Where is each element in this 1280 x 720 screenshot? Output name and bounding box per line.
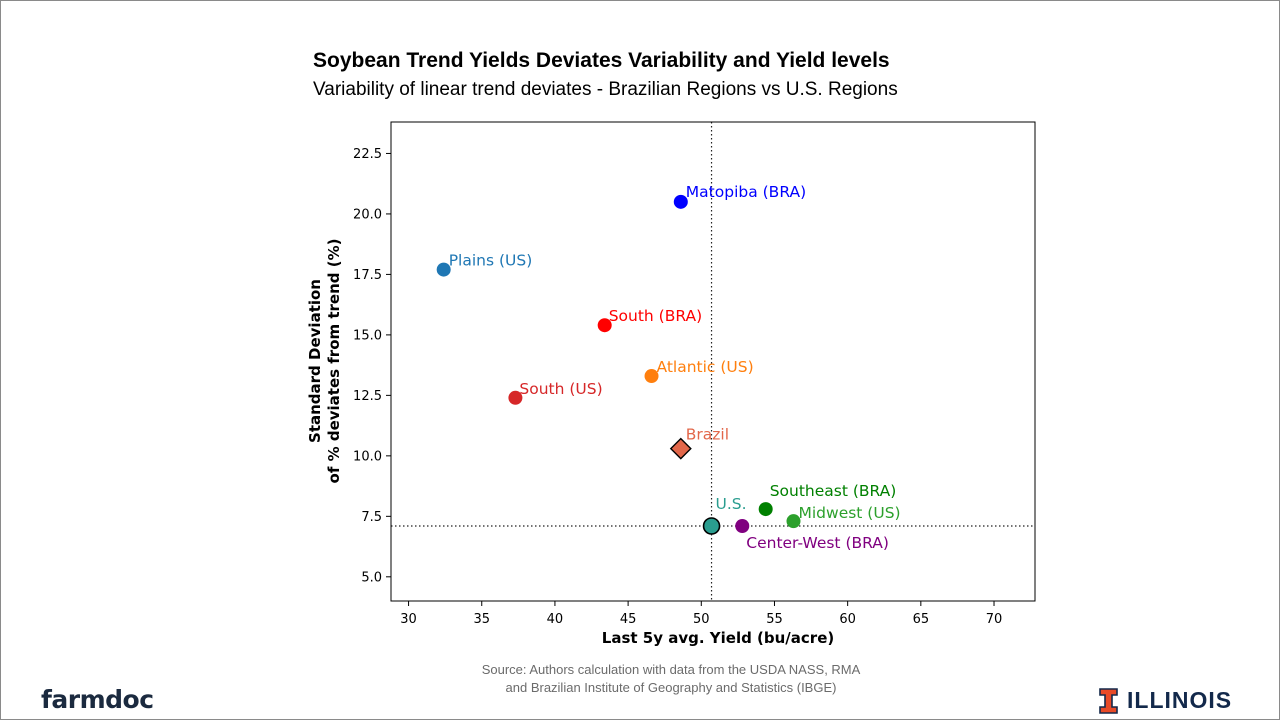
plot-frame [390,121,1036,602]
point-matopiba-bra [673,194,688,209]
y-axis-label: Standard Deviationof % deviates from tre… [306,239,343,484]
point-brazil [669,437,692,460]
x-tick-label: 55 [766,612,783,627]
y-tick-label: 20.0 [353,207,382,222]
point-label-south-bra: South (BRA) [609,307,702,325]
point-label-brazil: Brazil [686,426,729,444]
point-u-s [702,517,721,535]
y-tick-label: 22.5 [353,147,382,162]
x-axis-label: Last 5y avg. Yield (bu/acre) [602,629,834,647]
x-tick-label: 30 [400,612,417,627]
x-tick-label: 35 [473,612,490,627]
point-southeast-bra [758,502,773,517]
point-plains-us [436,262,451,277]
x-tick-label: 70 [986,612,1003,627]
y-tick-label: 12.5 [353,389,382,404]
point-label-u-s: U.S. [716,495,747,513]
y-axis-label-line: Standard Deviation [306,279,324,443]
source-line-2: and Brazilian Institute of Geography and… [505,680,837,695]
y-tick-label: 17.5 [353,268,382,283]
x-tick-label: 45 [620,612,637,627]
x-tick-label: 65 [913,612,930,627]
point-label-center-west-bra: Center-West (BRA) [746,534,889,552]
farmdoc-logo: farmdoc [41,685,154,714]
source-line-1: Source: Authors calculation with data fr… [481,662,861,677]
chart-subtitle: Variability of linear trend deviates - B… [313,79,898,100]
illinois-wordmark: ILLINOIS [1127,687,1233,713]
point-south-bra [597,318,612,333]
point-center-west-bra [735,519,750,534]
point-south-us [508,390,523,405]
point-midwest-us [786,514,801,529]
point-label-atlantic-us: Atlantic (US) [657,358,754,376]
y-tick-label: 7.5 [361,510,382,525]
x-tick-label: 60 [839,612,856,627]
point-label-matopiba-bra: Matopiba (BRA) [686,183,806,201]
point-label-southeast-bra: Southeast (BRA) [770,482,897,500]
source-note: Source: Authors calculation with data fr… [421,661,921,697]
chart-title: Soybean Trend Yields Deviates Variabilit… [313,49,890,72]
y-axis-label-line: of % deviates from trend (%) [325,239,343,484]
point-label-south-us: South (US) [519,380,602,398]
plot-area: 30 35 40 45 50 55 60 65 70 5.0 7.5 10.0 12.5 15.0 17.5… [306,121,1036,647]
y-tick-label: 5.0 [361,570,382,585]
block-i-icon [1099,687,1118,714]
point-atlantic-us [644,369,659,384]
x-tick-label: 40 [547,612,564,627]
y-tick-label: 10.0 [353,449,382,464]
illinois-logo: ILLINOIS [1099,687,1232,714]
point-label-midwest-us: Midwest (US) [799,504,901,522]
point-label-plains-us: Plains (US) [449,252,533,270]
y-tick-label: 15.0 [353,328,382,343]
x-tick-label: 50 [693,612,710,627]
